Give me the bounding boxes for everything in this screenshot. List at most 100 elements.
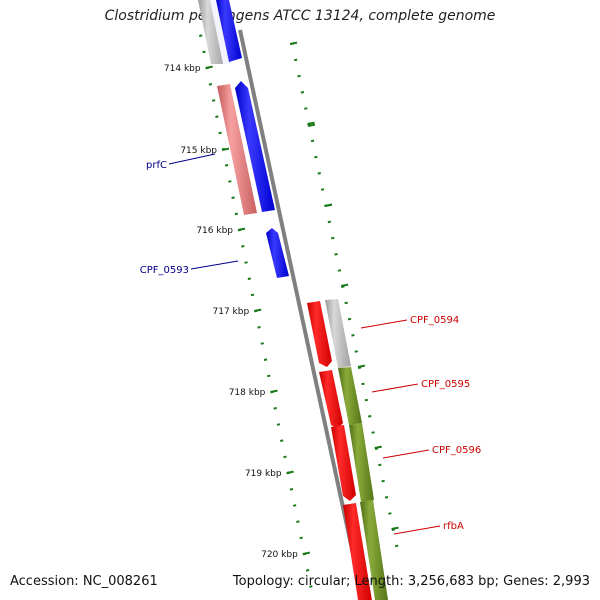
scale-tick-minor	[351, 334, 355, 337]
scale-tick-minor	[394, 544, 399, 548]
scale-tick-minor	[289, 488, 294, 491]
scale-label: 717 kbp	[213, 307, 250, 317]
scale-tick-major	[221, 147, 230, 151]
leader-prfc	[168, 153, 216, 165]
scale-tick-major	[374, 445, 382, 449]
gene-rfba	[343, 503, 372, 600]
scale-tick-major	[391, 526, 399, 530]
scale-tick-minor	[357, 366, 362, 369]
gene-labels: prfC CPF_0593 CPF_0594 CPF_0595 CPF_0596…	[140, 160, 481, 532]
scale-label: 718 kbp	[229, 388, 266, 398]
scale-tick-minor	[296, 520, 300, 523]
scale-tick-minor	[299, 536, 303, 540]
reverse-features	[307, 299, 388, 600]
scale-tick-major	[307, 123, 316, 127]
scale-tick-minor	[388, 512, 392, 515]
scale-label: 714 kbp	[164, 64, 201, 74]
scale-tick-minor	[378, 463, 382, 467]
scale-tick-major	[270, 389, 278, 393]
leader-cpf-0594	[360, 319, 408, 329]
scale-tick-minor	[364, 398, 369, 402]
scale-tick-minor	[276, 423, 281, 426]
gene-cpf-0593	[266, 228, 289, 278]
scale-tick-major	[307, 121, 315, 125]
scale-tick-minor	[202, 50, 206, 54]
scale-tick-major	[205, 65, 213, 69]
genome-summary-text: Topology: circular; Length: 3,256,683 bp…	[232, 574, 590, 589]
scale-tick-minor	[310, 139, 315, 143]
scale-tick-minor	[300, 91, 305, 94]
scale-tick-minor	[304, 107, 308, 110]
scale-tick-major	[324, 203, 333, 207]
scale-label: 715 kbp	[180, 146, 217, 156]
rna-feature-pink	[217, 84, 257, 215]
gene-label-rfba: rfbA	[443, 521, 464, 532]
label-leaders	[168, 153, 441, 535]
scale-tick-major	[254, 308, 262, 312]
scale-tick-minor	[314, 155, 318, 159]
scale-tick-major	[340, 283, 349, 287]
leader-cpf-0595	[371, 383, 419, 393]
scale-tick-minor	[257, 326, 261, 329]
scale-label: 719 kbp	[245, 469, 282, 479]
scale-tick-minor	[263, 358, 268, 361]
scale-tick-minor	[211, 99, 216, 102]
scale-tick-minor	[374, 447, 379, 450]
gene-block-top-gray	[198, 0, 225, 64]
scale-tick-major	[237, 227, 246, 231]
gene-block-top-blue	[216, 0, 242, 62]
scale-tick-minor	[224, 164, 229, 167]
gene-prfc	[235, 81, 275, 212]
gene-cpf-0596	[331, 425, 356, 501]
scale-label: 720 kbp	[261, 550, 298, 560]
scale-tick-minor	[250, 293, 255, 297]
scale-label: 716 kbp	[196, 226, 233, 236]
gene-cpf-0594	[307, 301, 332, 367]
gene-label-prfc: prfC	[146, 160, 167, 171]
scale-tick-major	[289, 41, 298, 45]
scale-tick-minor	[320, 188, 325, 191]
scale-tick-minor	[267, 374, 271, 378]
forward-features	[198, 0, 289, 278]
gene-gray-reverse	[325, 299, 351, 368]
scale-tick-minor	[371, 431, 375, 434]
scale-tick-minor	[305, 569, 310, 572]
scale-tick-minor	[208, 83, 213, 86]
scale-tick-minor	[231, 196, 235, 199]
scale-tick-minor	[317, 172, 321, 175]
scale-tick-minor	[354, 350, 358, 353]
gene-label-cpf-0596: CPF_0596	[432, 445, 481, 456]
genome-backbone	[238, 29, 365, 600]
scale-tick-minor	[297, 74, 301, 78]
leader-cpf-0596	[382, 449, 430, 459]
accession-text: Accession: NC_008261	[10, 574, 158, 589]
scale-tick-minor	[368, 415, 372, 418]
gene-label-cpf-0594: CPF_0594	[410, 315, 459, 326]
leader-rfba	[393, 525, 441, 535]
scale-labels: 714 kbp 715 kbp 716 kbp 717 kbp 718 kbp 719 k…	[164, 64, 298, 560]
scale-tick-minor	[337, 269, 342, 272]
scale-tick-minor	[244, 261, 248, 264]
scale-tick-major	[357, 364, 366, 368]
scale-tick-minor	[391, 528, 395, 531]
scale-tick-minor	[334, 253, 338, 256]
scale-tick-minor	[247, 277, 251, 280]
gene-white-strip	[356, 503, 376, 600]
scale-tick-minor	[347, 317, 352, 321]
scale-tick-minor	[234, 212, 239, 216]
scale-tick-major	[286, 470, 294, 474]
scale-ticks	[199, 34, 399, 588]
leader-cpf-0593	[190, 260, 239, 270]
scale-tick-minor	[280, 439, 284, 442]
scale-tick-minor	[309, 585, 313, 588]
scale-tick-minor	[341, 285, 345, 288]
scale-tick-minor	[273, 407, 277, 410]
scale-tick-minor	[215, 115, 219, 118]
scale-tick-major	[302, 551, 310, 555]
scale-tick-minor	[260, 342, 264, 345]
gene-label-cpf-0595: CPF_0595	[421, 379, 470, 390]
scale-tick-minor	[241, 245, 245, 248]
scale-tick-minor	[293, 58, 298, 62]
scale-tick-minor	[283, 455, 287, 459]
